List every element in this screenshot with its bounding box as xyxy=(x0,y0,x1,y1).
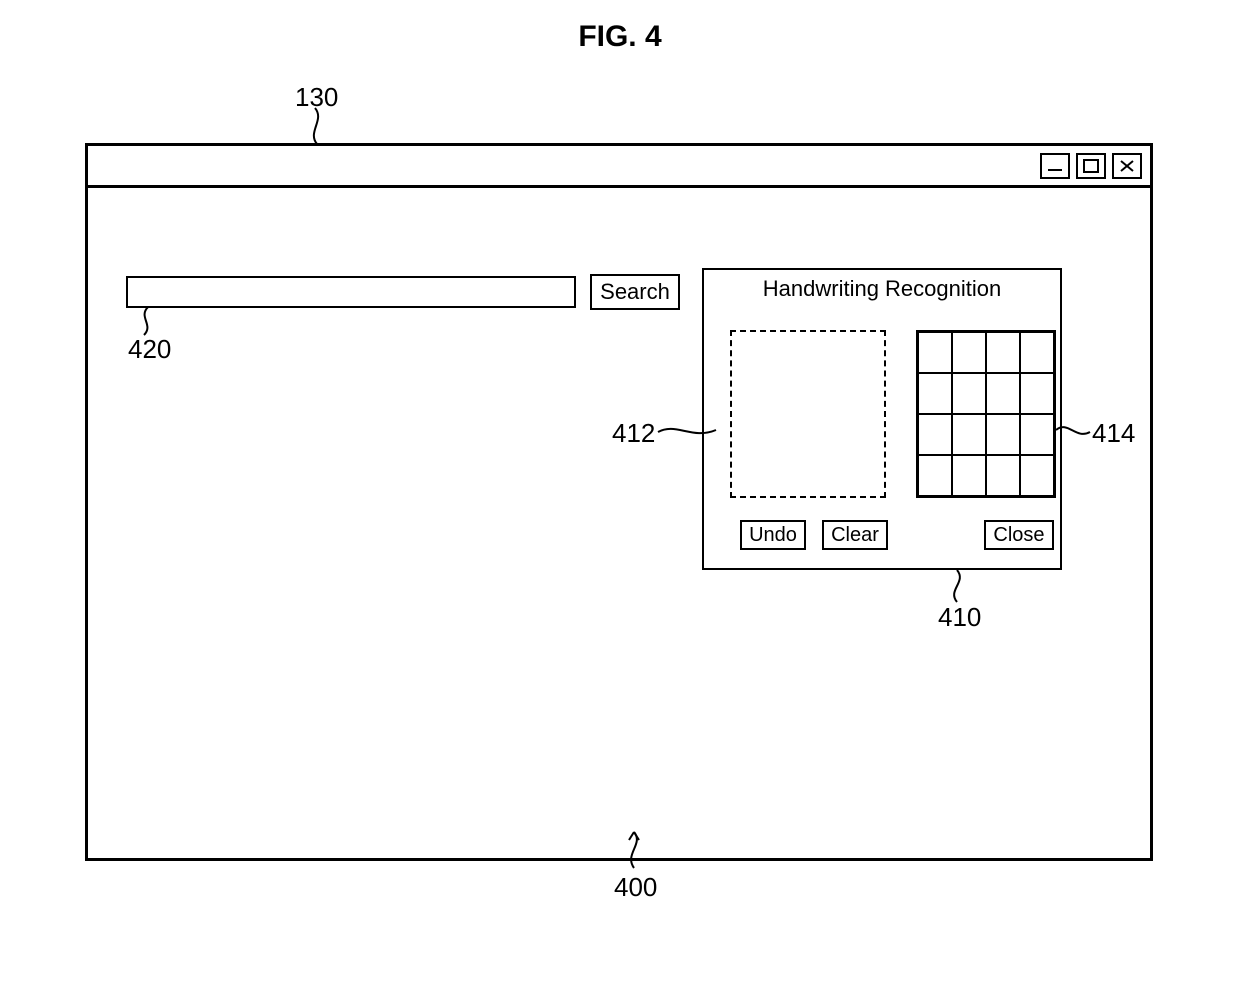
maximize-icon xyxy=(1082,158,1100,174)
callout-414: 414 xyxy=(1092,418,1135,449)
close-window-button[interactable] xyxy=(1112,153,1142,179)
callout-410: 410 xyxy=(938,602,981,633)
candidate-cell[interactable] xyxy=(952,373,986,414)
callout-412: 412 xyxy=(612,418,655,449)
candidate-cell[interactable] xyxy=(918,455,952,496)
candidate-cell[interactable] xyxy=(952,414,986,455)
callout-130: 130 xyxy=(295,82,338,113)
candidate-grid xyxy=(916,330,1056,498)
callout-130-leader xyxy=(305,108,335,148)
candidate-cell[interactable] xyxy=(986,414,1020,455)
candidate-cell[interactable] xyxy=(986,332,1020,373)
candidate-cell[interactable] xyxy=(952,332,986,373)
callout-400: 400 xyxy=(614,872,657,903)
close-panel-button[interactable]: Close xyxy=(984,520,1054,550)
handwriting-canvas[interactable] xyxy=(730,330,886,498)
search-button[interactable]: Search xyxy=(590,274,680,310)
minimize-button[interactable] xyxy=(1040,153,1070,179)
minimize-icon xyxy=(1046,159,1064,173)
close-icon xyxy=(1118,158,1136,174)
maximize-button[interactable] xyxy=(1076,153,1106,179)
candidate-cell[interactable] xyxy=(952,455,986,496)
handwriting-panel: Handwriting Recognition Undo Clear Close xyxy=(702,268,1062,570)
handwriting-title: Handwriting Recognition xyxy=(704,276,1060,302)
candidate-cell[interactable] xyxy=(1020,455,1054,496)
candidate-cell[interactable] xyxy=(1020,332,1054,373)
candidate-cell[interactable] xyxy=(986,373,1020,414)
candidate-cell[interactable] xyxy=(918,332,952,373)
search-input[interactable] xyxy=(126,276,576,308)
candidate-cell[interactable] xyxy=(918,414,952,455)
figure-title: FIG. 4 xyxy=(0,20,1240,54)
candidate-cell[interactable] xyxy=(986,455,1020,496)
candidate-cell[interactable] xyxy=(1020,414,1054,455)
clear-button[interactable]: Clear xyxy=(822,520,888,550)
candidate-cell[interactable] xyxy=(1020,373,1054,414)
candidate-cell[interactable] xyxy=(918,373,952,414)
title-bar xyxy=(88,146,1150,188)
application-window: Search Handwriting Recognition Undo Clea… xyxy=(85,143,1153,861)
undo-button[interactable]: Undo xyxy=(740,520,806,550)
callout-420: 420 xyxy=(128,334,171,365)
